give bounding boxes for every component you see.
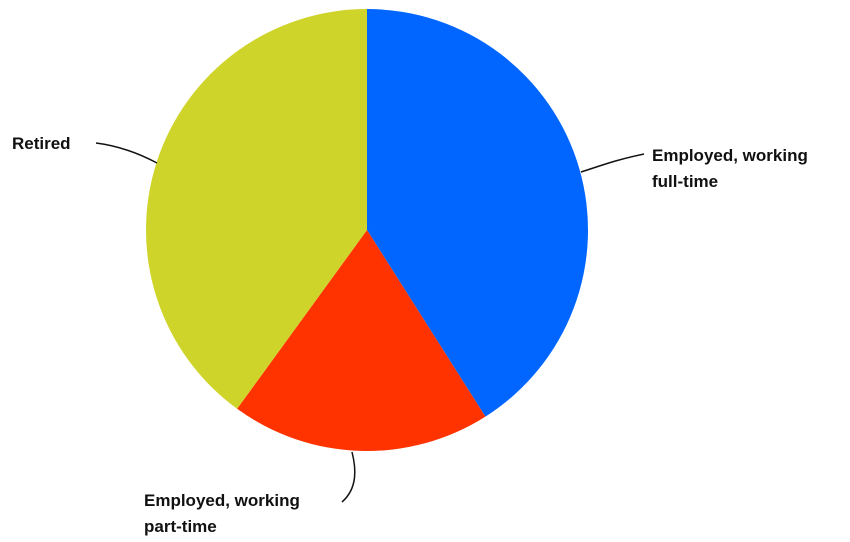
pie-slices xyxy=(146,9,589,452)
pie-slice-part-time xyxy=(237,230,486,452)
pie-slice-full-time xyxy=(367,9,589,417)
slice-label-part-time-line-1: Employed, working xyxy=(144,491,300,510)
leader-line-full-time xyxy=(580,153,645,173)
leader-line-retired xyxy=(95,142,158,164)
slice-label-retired-line-1: Retired xyxy=(12,134,71,153)
slice-label-full-time-line-2: full-time xyxy=(652,172,718,191)
slice-label-full-time: Employed, working full-time xyxy=(652,146,813,191)
slice-label-retired: Retired xyxy=(12,134,71,153)
leader-lines xyxy=(95,142,645,503)
slice-label-full-time-line-1: Employed, working xyxy=(652,146,808,165)
pie-slice-retired xyxy=(146,9,367,409)
slice-label-part-time: Employed, working part-time xyxy=(144,491,305,536)
leader-line-part-time xyxy=(341,451,356,503)
slice-label-part-time-line-2: part-time xyxy=(144,517,217,536)
